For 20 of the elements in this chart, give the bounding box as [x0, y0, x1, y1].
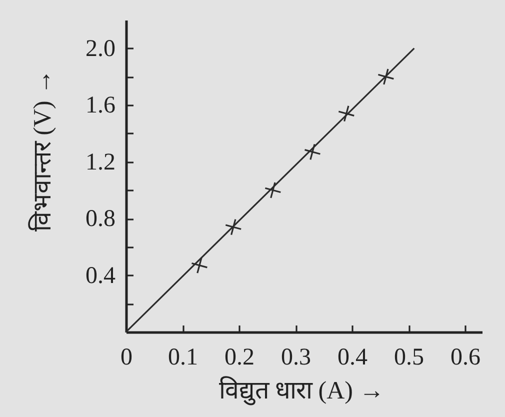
x-tick-label: 0.4: [338, 344, 368, 370]
y-tick-label: 1.6: [86, 92, 116, 119]
x-tick-label: 0.1: [168, 344, 198, 370]
y-tick-label: 0.8: [86, 206, 116, 232]
x-tick-label: 0.3: [281, 344, 312, 370]
x-axis-title: विद्युत धारा (A) →: [218, 376, 384, 406]
y-axis-title: विभवान्तर (V) →: [28, 69, 56, 232]
x-tick-label: 0.5: [394, 344, 424, 370]
point: [264, 182, 282, 199]
x-tick-label: 0.2: [224, 344, 255, 370]
x-tick-label: 0.6: [450, 344, 481, 370]
point: [304, 143, 322, 160]
y-tick-label: 1.2: [86, 149, 116, 176]
x-tick-label: 0: [120, 344, 132, 370]
point: [190, 256, 208, 274]
y-tick-label: 2.0: [86, 36, 116, 62]
y-tick-label: 0.4: [86, 262, 116, 289]
point: [377, 68, 394, 86]
point: [338, 105, 355, 122]
point: [224, 218, 242, 236]
